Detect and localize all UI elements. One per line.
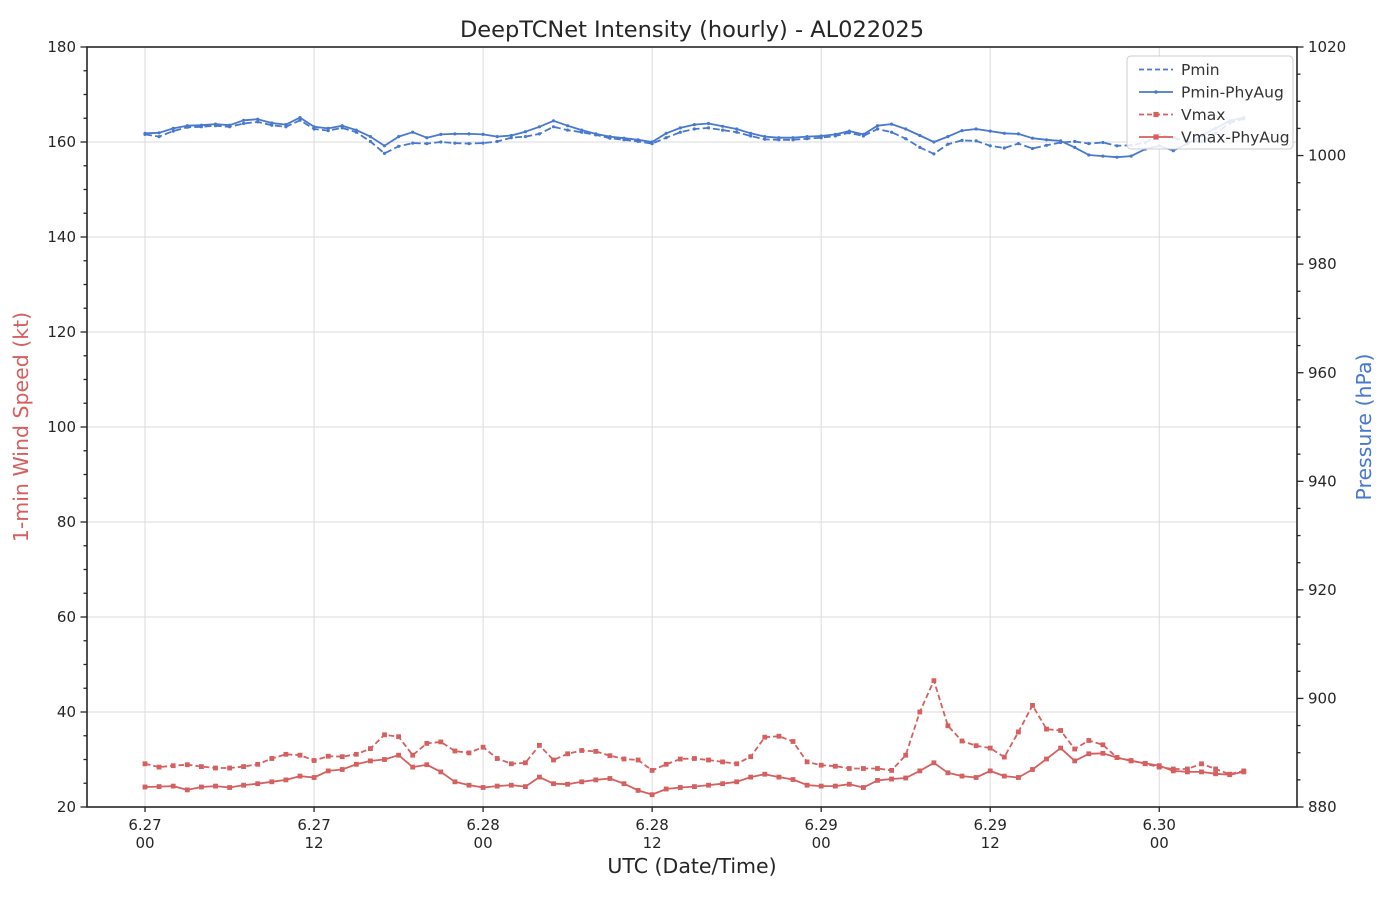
x-axis-label: UTC (Date/Time) [607,854,776,878]
x-axis-tick-label-date: 6.27 [128,816,161,834]
right-axis-tick-label: 880 [1308,798,1337,816]
x-axis-tick-label-date: 6.27 [297,816,330,834]
right-y-axis-label: Pressure (hPa) [1352,353,1376,500]
x-axis-tick-label-hour: 12 [305,834,324,852]
legend-label-Vmax: Vmax [1181,106,1225,124]
right-axis-tick-label: 900 [1308,690,1337,708]
x-axis-tick-label-hour: 00 [812,834,831,852]
chart-title: DeepTCNet Intensity (hourly) - AL022025 [460,17,924,43]
x-axis-tick-label-date: 6.28 [635,816,668,834]
left-axis-tick-label: 180 [47,38,76,56]
x-axis-tick-label-hour: 00 [1150,834,1169,852]
legend-label-Pmin: Pmin [1181,61,1220,79]
x-axis-tick-label-hour: 00 [135,834,154,852]
axis-tick-labels: 20 40 60 80 100 120 140 160 180 880 900 920 940 960 98… [47,38,1346,852]
left-axis-tick-label: 40 [57,703,76,721]
right-axis-tick-label: 980 [1308,255,1337,273]
legend-label-Vmax-PhyAug: Vmax-PhyAug [1181,128,1290,146]
x-axis-tick-label-hour: 12 [981,834,1000,852]
right-axis-tick-label: 940 [1308,472,1337,490]
right-axis-tick-label: 1000 [1308,147,1346,165]
legend-box [1126,55,1294,150]
right-axis-tick-label: 960 [1308,364,1337,382]
x-axis-tick-label-date: 6.30 [1143,816,1176,834]
left-axis-tick-label: 120 [47,323,76,341]
series-Vmax-PhyAug-markers [142,745,1247,798]
x-axis-tick-label-hour: 00 [474,834,493,852]
legend-label-Pmin-PhyAug: Pmin-PhyAug [1181,83,1284,101]
x-axis-tick-label-date: 6.29 [804,816,837,834]
right-axis-tick-label: 920 [1308,581,1337,599]
legend: Pmin Pmin-PhyAug Vmax Vmax-PhyAug [1126,55,1294,150]
x-axis-tick-label-hour: 12 [643,834,662,852]
left-axis-tick-label: 60 [57,608,76,626]
right-axis-tick-label: 1020 [1308,38,1346,56]
series-Vmax [142,678,1247,777]
axis-ticks [80,46,1304,812]
left-axis-tick-label: 80 [57,513,76,531]
left-axis-tick-label: 160 [47,133,76,151]
x-axis-tick-label-date: 6.28 [466,816,499,834]
left-axis-tick-label: 140 [47,228,76,246]
left-y-axis-label: 1-min Wind Speed (kt) [9,312,33,542]
series-Vmax-PhyAug [142,745,1247,798]
x-axis-tick-label-date: 6.29 [974,816,1007,834]
left-axis-tick-label: 100 [47,418,76,436]
left-axis-tick-label: 20 [57,798,76,816]
